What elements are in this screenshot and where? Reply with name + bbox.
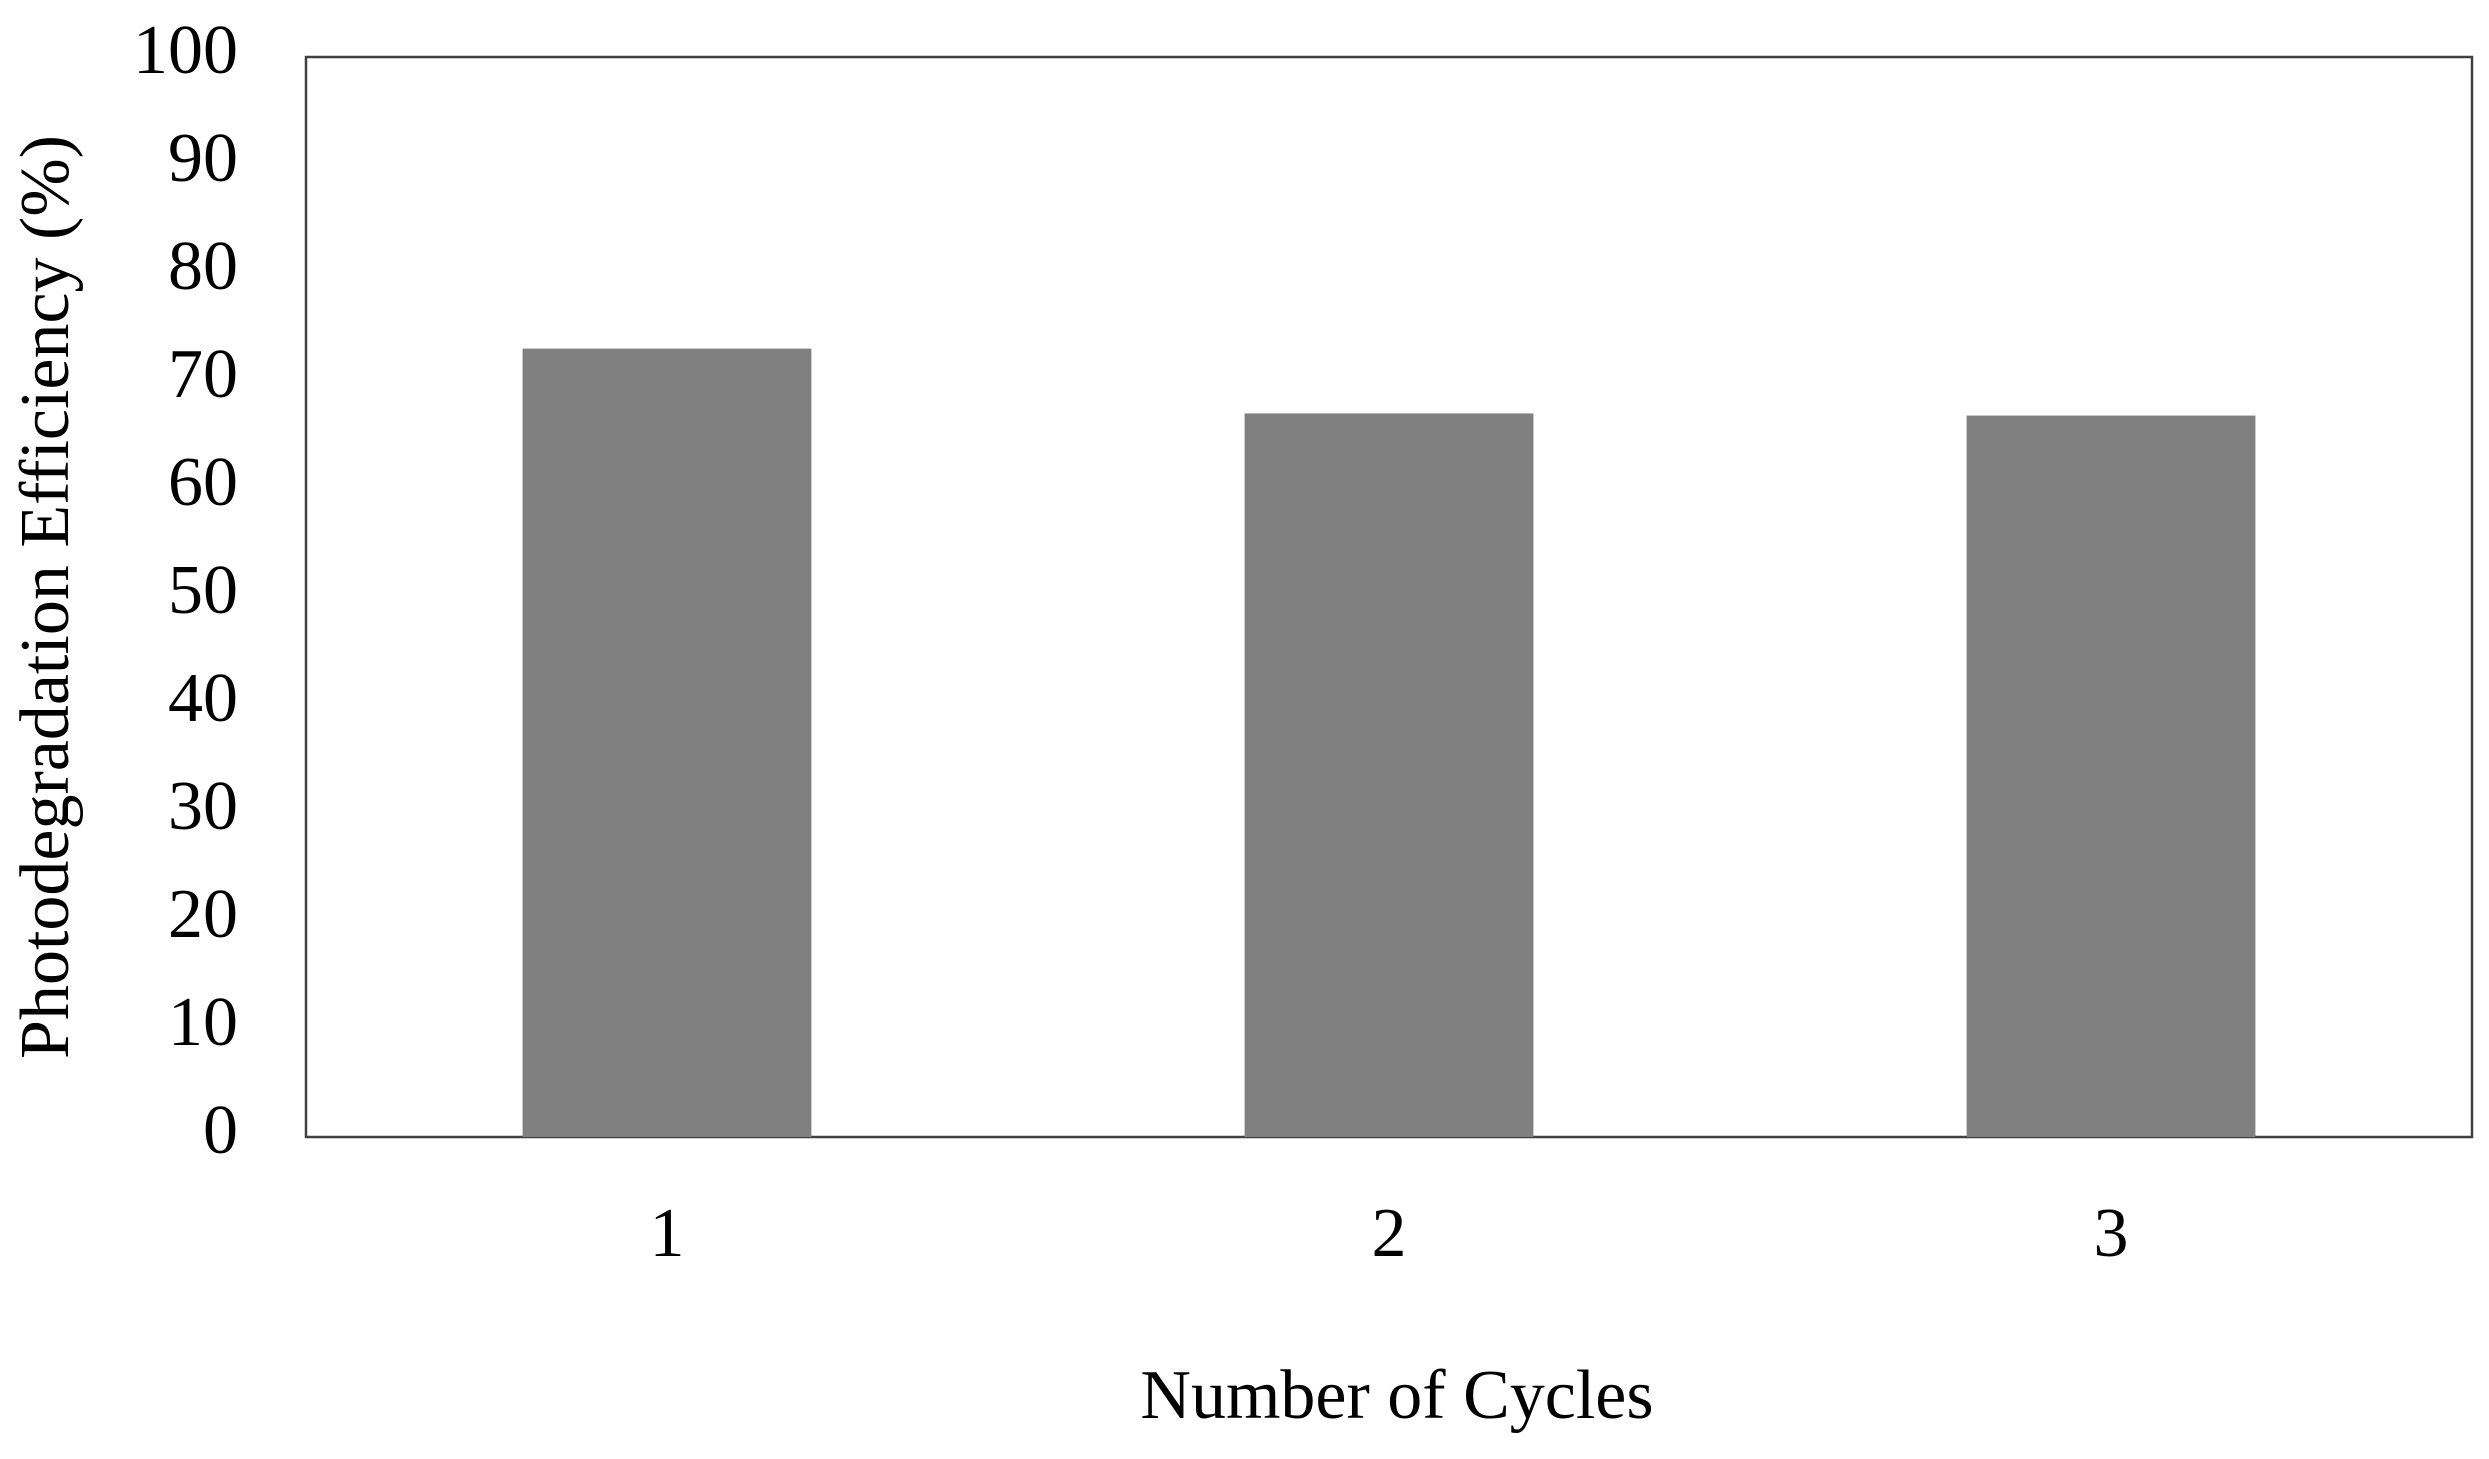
y-tick-label: 80: [168, 228, 238, 305]
x-tick-label: 3: [2094, 1195, 2129, 1272]
y-tick-label: 70: [168, 336, 238, 413]
y-tick-label: 20: [168, 876, 238, 953]
y-tick-label: 90: [168, 120, 238, 197]
y-tick-label: 100: [133, 12, 238, 89]
y-tick-label: 0: [203, 1092, 238, 1169]
x-tick-label: 2: [1372, 1195, 1407, 1272]
bar: [1244, 413, 1534, 1137]
y-tick-label: 10: [168, 984, 238, 1061]
x-axis-title: Number of Cycles: [1140, 1357, 1653, 1434]
y-tick-label: 60: [168, 444, 238, 521]
y-tick-label: 40: [168, 660, 238, 737]
y-tick-label: 30: [168, 768, 238, 845]
y-axis-title: Photodegradation Efficiency (%): [7, 135, 84, 1059]
x-tick-label: 1: [650, 1195, 685, 1272]
bar: [1966, 415, 2256, 1137]
y-tick-label: 50: [168, 552, 238, 629]
bar: [522, 348, 812, 1138]
